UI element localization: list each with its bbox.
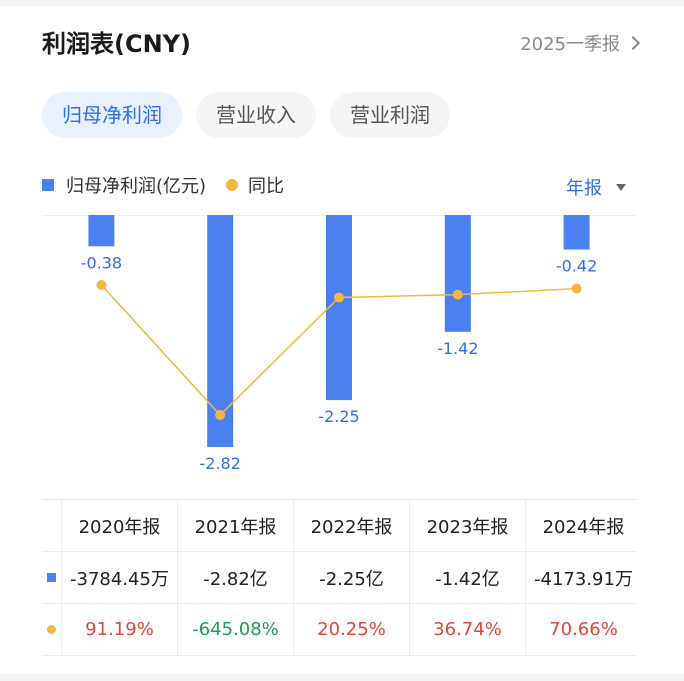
profit-chart: -0.38 -2.82 -2.25 -1.42 -0.42 <box>42 215 636 473</box>
yoy-cell: 20.25% <box>293 604 409 655</box>
column-header: 2023年报 <box>409 500 525 551</box>
line-legend-label: 同比 <box>248 176 285 197</box>
column-header: 2022年报 <box>293 500 409 551</box>
yoy-point <box>452 289 463 300</box>
yoy-point <box>571 283 582 294</box>
table-row-yoy: 91.19% -645.08% 20.25% 36.74% 70.66% <box>42 604 636 656</box>
yoy-point <box>334 292 344 303</box>
bar <box>88 215 115 247</box>
period-label: 2025一季报 <box>520 34 620 55</box>
table-row-profit: -3784.45万 -2.82亿 -2.25亿 -1.42亿 -4173.91万 <box>42 552 636 604</box>
line-series-marker-icon <box>47 625 56 634</box>
profit-cell: -4173.91万 <box>525 552 641 603</box>
chevron-right-icon <box>625 35 641 51</box>
yoy-point <box>96 280 107 290</box>
yoy-cell: -645.08% <box>177 604 293 655</box>
column-header: 2024年报 <box>525 500 641 551</box>
profit-cell: -2.82亿 <box>177 552 293 603</box>
line-legend-swatch <box>226 179 239 191</box>
bar <box>207 215 234 447</box>
bar-value-label: -2.82 <box>199 454 240 473</box>
column-header: 2020年报 <box>61 500 177 551</box>
frequency-dropdown[interactable]: 年报 <box>566 174 626 200</box>
period-selector[interactable]: 2025一季报 <box>520 30 641 56</box>
page-title: 利润表(CNY) <box>42 30 192 58</box>
top-divider <box>0 0 684 6</box>
column-header: 2021年报 <box>177 500 293 551</box>
frequency-label: 年报 <box>566 178 602 199</box>
yoy-cell: 36.74% <box>409 604 525 655</box>
yoy-point <box>215 410 226 420</box>
metric-tabs: 归母净利润 营业收入 营业利润 <box>42 92 450 138</box>
bar-value-label: -2.25 <box>318 407 359 426</box>
bar <box>444 215 471 332</box>
bar <box>326 215 352 401</box>
bottom-divider <box>0 674 684 681</box>
tab-net-profit[interactable]: 归母净利润 <box>42 92 182 138</box>
yoy-cell: 70.66% <box>525 604 641 655</box>
bar <box>563 215 590 250</box>
dropdown-triangle-icon <box>616 183 626 191</box>
table-header-row: 2020年报 2021年报 2022年报 2023年报 2024年报 <box>42 500 636 552</box>
data-table: 2020年报 2021年报 2022年报 2023年报 2024年报 -3784… <box>42 499 636 656</box>
bar-legend-swatch <box>42 179 54 191</box>
bar-value-label: -0.38 <box>81 253 122 272</box>
yoy-cell: 91.19% <box>61 604 177 655</box>
bar-series-marker-icon <box>47 573 56 582</box>
tab-revenue[interactable]: 营业收入 <box>196 92 316 138</box>
bar-value-label: -1.42 <box>437 339 478 358</box>
chart-legend: 归母净利润(亿元) 同比 <box>42 172 284 198</box>
bar-legend-label: 归母净利润(亿元) <box>66 176 207 197</box>
profit-cell: -2.25亿 <box>293 552 409 603</box>
bar-value-label: -0.42 <box>556 257 597 276</box>
tab-operating-profit[interactable]: 营业利润 <box>330 92 450 138</box>
profit-cell: -3784.45万 <box>61 552 177 603</box>
profit-cell: -1.42亿 <box>409 552 525 603</box>
